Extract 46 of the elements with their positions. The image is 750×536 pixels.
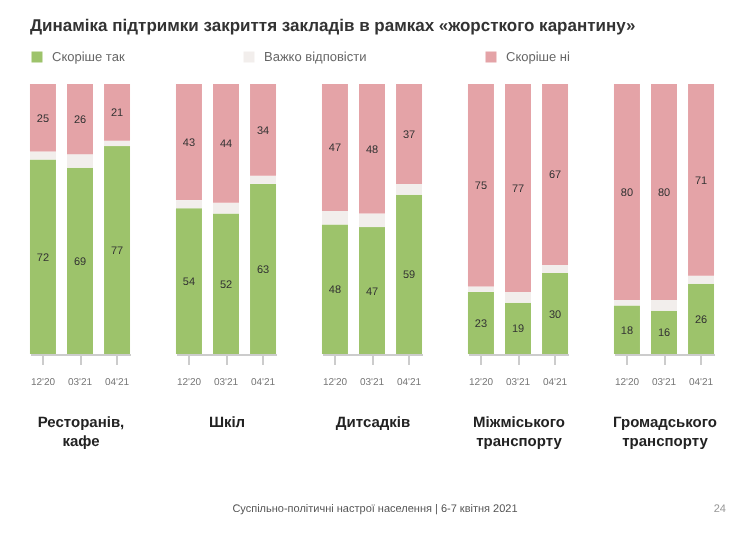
bar (213, 202, 239, 214)
bar (396, 84, 423, 184)
bar (67, 167, 93, 354)
bar (613, 84, 640, 300)
bar (651, 300, 677, 311)
bar (688, 275, 715, 284)
bar (321, 210, 348, 225)
bar (175, 84, 202, 201)
bar (175, 200, 202, 209)
bar (250, 84, 277, 176)
bar (250, 183, 277, 354)
bar (104, 140, 131, 147)
bar (175, 208, 202, 354)
bar (505, 302, 531, 354)
bar (67, 84, 93, 155)
bar (359, 213, 385, 228)
bar (467, 291, 494, 354)
bar (67, 154, 93, 168)
bar (542, 84, 569, 265)
bar (467, 286, 494, 292)
bar (396, 183, 423, 195)
bar (104, 84, 131, 141)
bar (321, 84, 348, 211)
bar (359, 227, 385, 354)
bar (505, 291, 531, 303)
bar (250, 175, 277, 184)
bar (396, 194, 423, 354)
bar (467, 84, 494, 287)
bar (104, 146, 131, 354)
bar (542, 264, 569, 273)
bar (613, 300, 640, 306)
bar (688, 84, 715, 276)
bar (651, 310, 677, 354)
text: Динаміка підтримки закриття закладів в рамках «жорсткого карантину» (30, 15, 637, 35)
bar (321, 224, 348, 354)
bar (688, 283, 715, 354)
bar (29, 151, 56, 160)
bar (213, 213, 239, 354)
bar (505, 84, 531, 292)
bar (651, 84, 677, 300)
bar (359, 84, 385, 214)
bar (29, 159, 56, 354)
bar (542, 273, 569, 354)
bar (213, 84, 239, 203)
bar (613, 305, 640, 354)
bar (29, 84, 56, 152)
